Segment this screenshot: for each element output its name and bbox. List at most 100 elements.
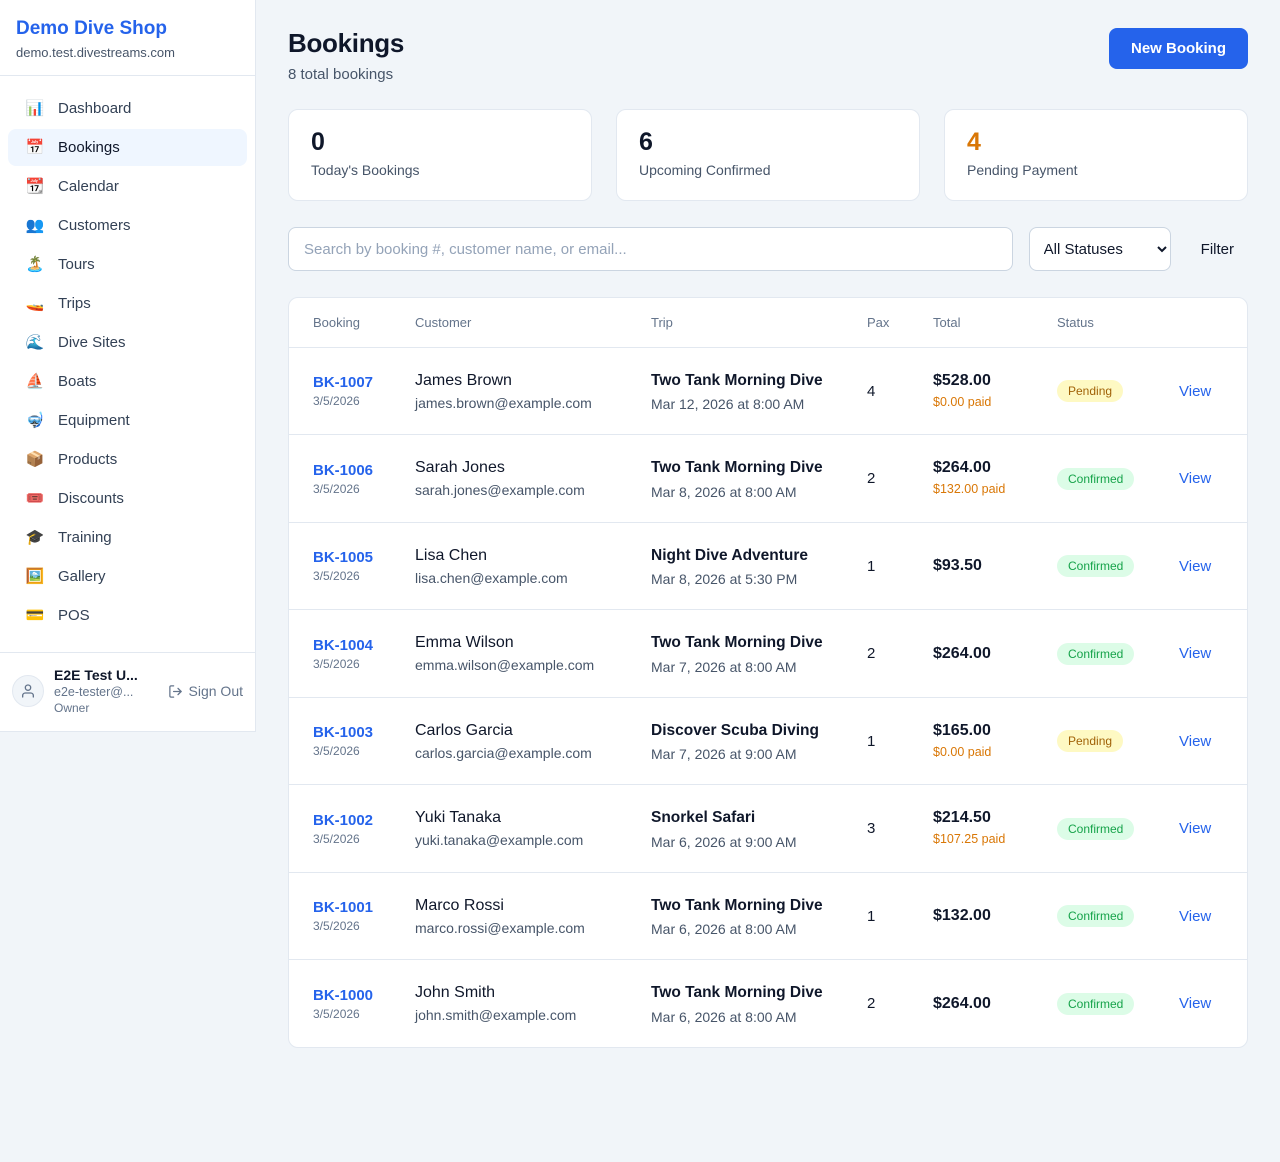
- shop-name[interactable]: Demo Dive Shop: [16, 18, 167, 39]
- customer-email: sarah.jones@example.com: [415, 482, 585, 499]
- actions-cell: View: [1167, 784, 1247, 873]
- view-link[interactable]: View: [1179, 820, 1212, 838]
- sidebar-item-training[interactable]: 🎓 Training: [8, 519, 247, 556]
- actions-cell: View: [1167, 347, 1247, 436]
- customer-cell: Marco Rossi marco.rossi@example.com: [403, 872, 639, 961]
- sidebar-item-boats[interactable]: ⛵ Boats: [8, 363, 247, 400]
- sidebar-item-calendar[interactable]: 📆 Calendar: [8, 168, 247, 205]
- status-badge: Confirmed: [1057, 992, 1135, 1015]
- customer-email: carlos.garcia@example.com: [415, 744, 592, 761]
- sidebar-item-discounts[interactable]: 🎟️ Discounts: [8, 480, 247, 517]
- sidebar-item-label: Boats: [58, 373, 97, 390]
- trip-cell: Snorkel Safari Mar 6, 2026 at 9:00 AM: [639, 784, 855, 873]
- customer-email: john.smith@example.com: [415, 1007, 577, 1024]
- booking-id-link[interactable]: BK-1006: [313, 461, 374, 479]
- actions-cell: View: [1167, 522, 1247, 611]
- total-cell: $165.00 $0.00 paid: [921, 697, 1045, 786]
- total-amount: $264.00: [933, 459, 991, 477]
- sidebar-item-label: Dive Sites: [58, 334, 126, 351]
- sidebar-item-label: Training: [58, 529, 112, 546]
- view-link[interactable]: View: [1179, 557, 1212, 575]
- column-header: Status: [1045, 298, 1167, 348]
- total-cell: $93.50: [921, 522, 1045, 611]
- sidebar-item-label: Customers: [58, 217, 131, 234]
- booking-date: 3/5/2026: [313, 656, 360, 671]
- status-badge: Pending: [1057, 730, 1124, 753]
- training-icon: 🎓: [25, 529, 45, 546]
- table-row: BK-1007 3/5/2026 James Brown james.brown@ex…: [289, 347, 1247, 436]
- view-link[interactable]: View: [1179, 995, 1212, 1013]
- total-amount: $132.00: [933, 907, 991, 925]
- trip-datetime: Mar 8, 2026 at 8:00 AM: [651, 483, 797, 500]
- booking-id-link[interactable]: BK-1001: [313, 899, 374, 917]
- paid-amount: $132.00 paid: [933, 482, 1006, 497]
- booking-id-link[interactable]: BK-1005: [313, 549, 374, 567]
- sidebar-item-equipment[interactable]: 🤿 Equipment: [8, 402, 247, 439]
- customer-name: Sarah Jones: [415, 459, 505, 477]
- new-booking-button[interactable]: New Booking: [1108, 28, 1248, 69]
- bookings-table: Booking Customer Trip Pax Total Status BK-100…: [289, 298, 1247, 1047]
- total-cell: $214.50 $107.25 paid: [921, 784, 1045, 873]
- customer-name: Lisa Chen: [415, 546, 488, 564]
- main-content: Bookings 8 total bookings New Booking 0 T…: [256, 0, 1280, 1082]
- search-input[interactable]: [288, 227, 1013, 271]
- paid-amount: $107.25 paid: [933, 832, 1006, 847]
- status-cell: Confirmed: [1045, 522, 1167, 611]
- actions-cell: View: [1167, 697, 1247, 786]
- bookings-icon: 📅: [25, 139, 45, 156]
- sign-out-button[interactable]: Sign Out: [168, 683, 243, 699]
- sidebar-item-trips[interactable]: 🚤 Trips: [8, 285, 247, 322]
- customer-email: emma.wilson@example.com: [415, 657, 595, 674]
- sidebar-item-label: Discounts: [58, 490, 124, 507]
- filter-button[interactable]: Filter: [1187, 241, 1248, 258]
- trip-datetime: Mar 7, 2026 at 8:00 AM: [651, 658, 797, 675]
- total-amount: $264.00: [933, 994, 991, 1012]
- trip-cell: Night Dive Adventure Mar 8, 2026 at 5:30 …: [639, 522, 855, 611]
- trip-datetime: Mar 6, 2026 at 9:00 AM: [651, 833, 797, 850]
- status-cell: Confirmed: [1045, 609, 1167, 698]
- booking-id-link[interactable]: BK-1000: [313, 986, 374, 1004]
- booking-id-link[interactable]: BK-1002: [313, 811, 374, 829]
- status-filter-select[interactable]: All Statuses: [1028, 227, 1171, 271]
- sidebar-item-dashboard[interactable]: 📊 Dashboard: [8, 90, 247, 127]
- sidebar-item-customers[interactable]: 👥 Customers: [8, 207, 247, 244]
- total-cell: $528.00 $0.00 paid: [921, 347, 1045, 436]
- sidebar-item-label: Products: [58, 451, 118, 468]
- booking-cell: BK-1005 3/5/2026: [289, 522, 403, 611]
- booking-cell: BK-1004 3/5/2026: [289, 609, 403, 698]
- view-link[interactable]: View: [1179, 382, 1212, 400]
- discounts-icon: 🎟️: [25, 490, 45, 507]
- sidebar-item-tours[interactable]: 🏝️ Tours: [8, 246, 247, 283]
- booking-cell: BK-1007 3/5/2026: [289, 347, 403, 436]
- view-link[interactable]: View: [1179, 907, 1212, 925]
- sidebar-header: Demo Dive Shop demo.test.divestreams.com: [0, 0, 255, 76]
- column-header: Trip: [639, 298, 855, 348]
- sidebar-item-bookings[interactable]: 📅 Bookings: [8, 129, 247, 166]
- total-cell: $132.00: [921, 872, 1045, 961]
- stat-label: Pending Payment: [967, 162, 1078, 178]
- booking-id-link[interactable]: BK-1003: [313, 724, 374, 742]
- view-link[interactable]: View: [1179, 732, 1212, 750]
- products-icon: 📦: [25, 451, 45, 468]
- sidebar-item-gallery[interactable]: 🖼️ Gallery: [8, 558, 247, 595]
- total-cell: $264.00: [921, 609, 1045, 698]
- total-amount: $93.50: [933, 557, 982, 575]
- customer-name: John Smith: [415, 984, 496, 1002]
- view-link[interactable]: View: [1179, 470, 1212, 488]
- page-subtitle: 8 total bookings: [288, 66, 394, 83]
- actions-cell: View: [1167, 872, 1247, 961]
- status-badge: Confirmed: [1057, 905, 1135, 928]
- boats-icon: ⛵: [25, 373, 45, 390]
- sidebar-item-products[interactable]: 📦 Products: [8, 441, 247, 478]
- table-row: BK-1002 3/5/2026 Yuki Tanaka yuki.tanaka@ex…: [289, 784, 1247, 873]
- view-link[interactable]: View: [1179, 645, 1212, 663]
- booking-id-link[interactable]: BK-1007: [313, 374, 374, 392]
- booking-id-link[interactable]: BK-1004: [313, 636, 374, 654]
- actions-cell: View: [1167, 434, 1247, 523]
- trip-datetime: Mar 7, 2026 at 9:00 AM: [651, 746, 797, 763]
- sidebar-item-pos[interactable]: 💳 POS: [8, 597, 247, 634]
- booking-cell: BK-1006 3/5/2026: [289, 434, 403, 523]
- trip-datetime: Mar 6, 2026 at 8:00 AM: [651, 921, 797, 938]
- total-cell: $264.00 $132.00 paid: [921, 434, 1045, 523]
- sidebar-item-dive-sites[interactable]: 🌊 Dive Sites: [8, 324, 247, 361]
